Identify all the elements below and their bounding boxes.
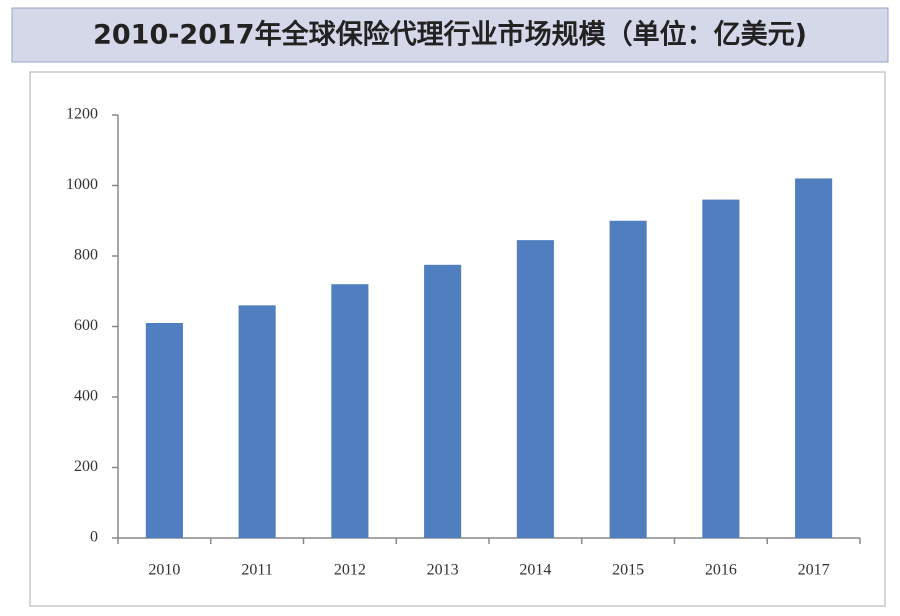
x-tick-label: 2013 (427, 562, 459, 579)
x-tick-label: 2016 (705, 562, 737, 579)
x-tick-label: 2014 (519, 562, 551, 579)
title-banner (11, 7, 889, 63)
bar (424, 264, 462, 538)
x-tick-label: 2017 (798, 562, 830, 579)
bar (609, 220, 647, 538)
y-tick-label: 0 (90, 529, 98, 546)
y-tick-label: 200 (74, 458, 98, 475)
bar (331, 284, 369, 538)
y-tick-label: 800 (74, 247, 98, 264)
x-tick-label: 2011 (241, 562, 272, 579)
x-tick-label: 2010 (148, 562, 180, 579)
y-tick-label: 1000 (66, 176, 98, 193)
bar (238, 305, 276, 538)
bar (795, 178, 833, 538)
bar (516, 240, 554, 538)
y-tick-label: 600 (74, 317, 98, 334)
x-tick-label: 2012 (334, 562, 366, 579)
bar (145, 322, 183, 538)
y-tick-label: 400 (74, 388, 98, 405)
chart-title: 2010-2017年全球保险代理行业市场规模（单位：亿美元) (93, 19, 807, 51)
bar (702, 199, 740, 538)
x-tick-label: 2015 (612, 562, 644, 579)
y-tick-label: 1200 (66, 106, 98, 123)
